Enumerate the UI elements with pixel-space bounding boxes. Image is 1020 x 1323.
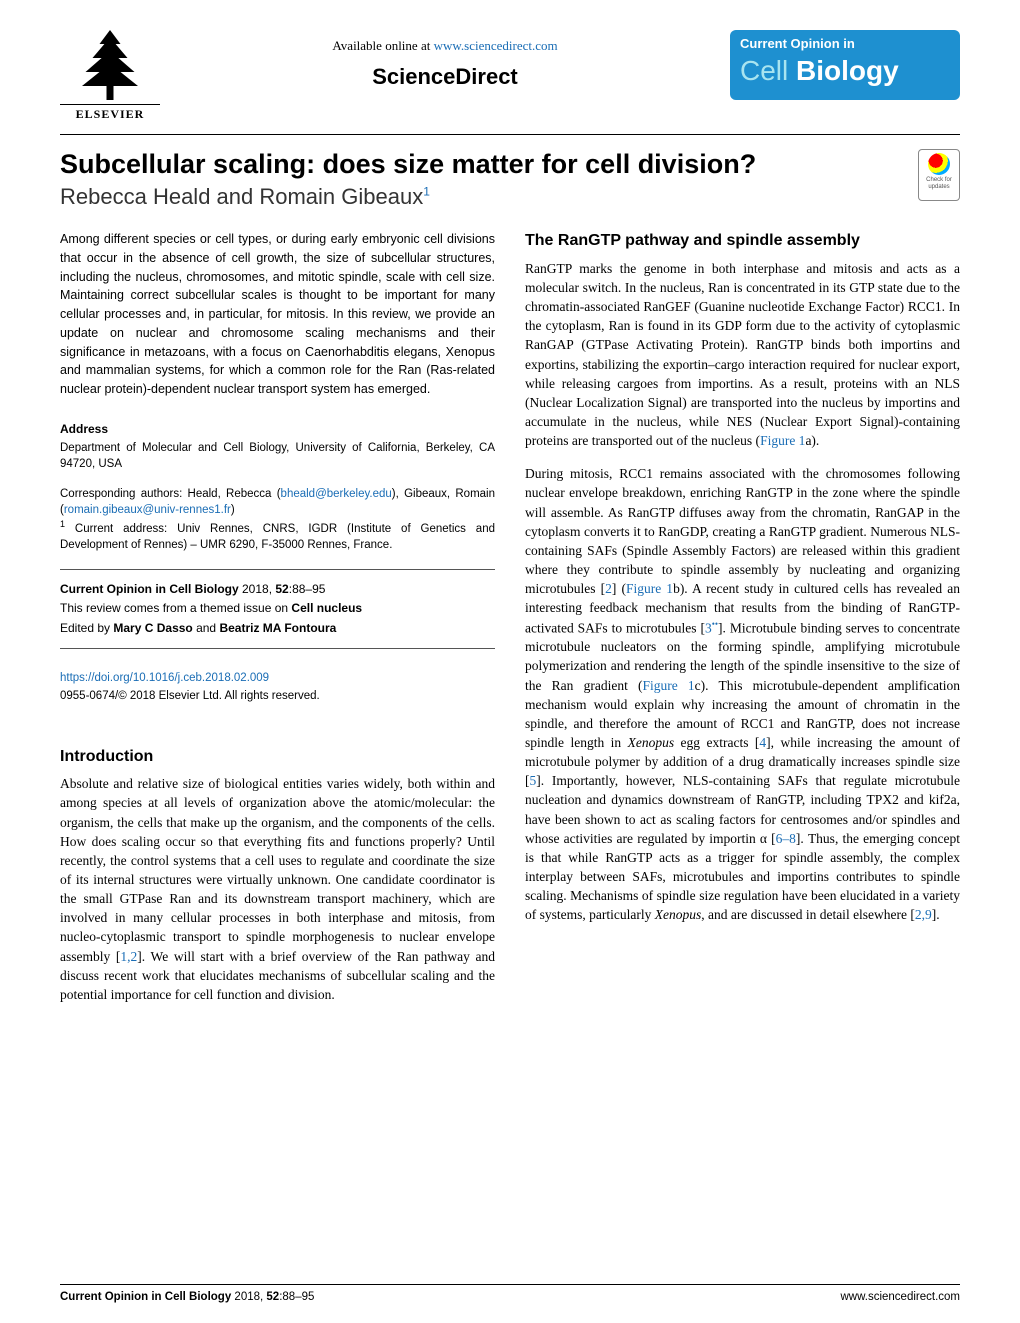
journal-badge-bottom: Cell Biology [740, 55, 950, 87]
address-body: Department of Molecular and Cell Biology… [60, 440, 495, 472]
header-rule [60, 134, 960, 135]
title-block: Subcellular scaling: does size matter fo… [60, 149, 960, 210]
cite-line1: Current Opinion in Cell Biology 2018, 52… [60, 580, 495, 599]
footer-left: Current Opinion in Cell Biology 2018, 52… [60, 1291, 314, 1303]
doi-block: https://doi.org/10.1016/j.ceb.2018.02.00… [60, 669, 495, 706]
page-header: ELSEVIER Available online at www.science… [60, 30, 960, 122]
journal-badge-top: Current Opinion in [740, 36, 950, 51]
cite-line3: Edited by Mary C Dasso and Beatriz MA Fo… [60, 619, 495, 638]
page-footer: Current Opinion in Cell Biology 2018, 52… [60, 1284, 960, 1303]
sciencedirect-wordmark: ScienceDirect [160, 64, 730, 90]
footer-right: www.sciencedirect.com [840, 1291, 960, 1303]
xenopus-italic: Xenopus [628, 735, 675, 750]
elsevier-tree-icon [75, 30, 145, 100]
ref-3[interactable]: 3 [705, 620, 712, 635]
crossmark-icon [928, 153, 950, 175]
journal-badge: Current Opinion in Cell Biology [730, 30, 960, 100]
figure-1a-link[interactable]: Figure 1 [760, 433, 805, 448]
crossmark-text: Check for updates [919, 177, 959, 190]
xenopus-italic-2: Xenopus [655, 907, 702, 922]
crossmark-badge[interactable]: Check for updates [918, 149, 960, 201]
corresponding-authors: Corresponding authors: Heald, Rebecca (b… [60, 486, 495, 553]
copyright-line: 0955-0674/© 2018 Elsevier Ltd. All right… [60, 687, 495, 705]
ref-6-8[interactable]: 6–8 [776, 831, 796, 846]
email-gibeaux[interactable]: romain.gibeaux@univ-rennes1.fr [64, 504, 231, 516]
center-header: Available online at www.sciencedirect.co… [160, 30, 730, 90]
address-head: Address [60, 421, 495, 438]
ran-paragraph-2: During mitosis, RCC1 remains associated … [525, 464, 960, 924]
sciencedirect-url[interactable]: www.sciencedirect.com [434, 38, 558, 53]
email-heald[interactable]: bheald@berkeley.edu [281, 488, 392, 500]
ran-paragraph-1: RanGTP marks the genome in both interpha… [525, 259, 960, 451]
section-head-intro: Introduction [60, 746, 495, 769]
cite-line2: This review comes from a themed issue on… [60, 599, 495, 618]
title-authors: Subcellular scaling: does size matter fo… [60, 149, 756, 210]
right-column: The RanGTP pathway and spindle assembly … [525, 230, 960, 1018]
article-authors: Rebecca Heald and Romain Gibeaux1 [60, 184, 756, 210]
available-online: Available online at www.sciencedirect.co… [160, 38, 730, 54]
figure-1c-link[interactable]: Figure 1 [643, 678, 695, 693]
citation-box: Current Opinion in Cell Biology 2018, 52… [60, 569, 495, 649]
two-column-body: Among different species or cell types, o… [60, 230, 960, 1018]
left-column: Among different species or cell types, o… [60, 230, 495, 1018]
author-affil-sup: 1 [423, 185, 430, 199]
doi-link[interactable]: https://doi.org/10.1016/j.ceb.2018.02.00… [60, 669, 495, 687]
elsevier-logo-block: ELSEVIER [60, 30, 160, 122]
ref-2[interactable]: 2 [605, 581, 612, 596]
article-title: Subcellular scaling: does size matter fo… [60, 149, 756, 180]
section-head-ran: The RanGTP pathway and spindle assembly [525, 230, 960, 253]
abstract: Among different species or cell types, o… [60, 230, 495, 399]
figure-1b-link[interactable]: Figure 1 [626, 581, 673, 596]
ref-2-9[interactable]: 2,9 [915, 907, 932, 922]
intro-paragraph: Absolute and relative size of biological… [60, 774, 495, 1004]
ref-1-2[interactable]: 1,2 [120, 949, 137, 964]
elsevier-label: ELSEVIER [60, 104, 160, 122]
